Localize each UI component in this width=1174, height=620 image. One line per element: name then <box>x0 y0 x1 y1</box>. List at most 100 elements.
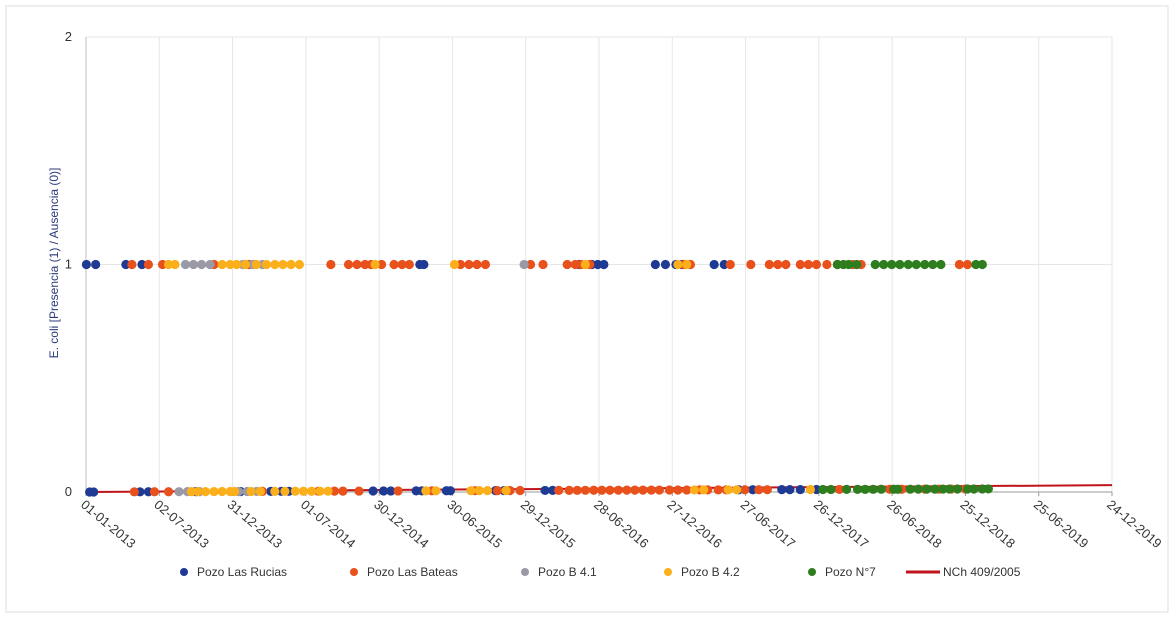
data-point <box>480 259 491 270</box>
legend-label: Pozo B 4.1 <box>538 565 597 579</box>
data-point <box>188 259 199 270</box>
series-2 <box>127 259 973 497</box>
data-point <box>664 485 675 495</box>
legend: Pozo Las Rucias Pozo Las Bateas Pozo B 4.1… <box>180 565 1021 579</box>
data-point <box>572 485 582 495</box>
x-tick-label: 30-06-2015 <box>445 497 506 551</box>
data-point <box>323 486 333 496</box>
data-point <box>930 484 940 494</box>
data-point <box>893 484 903 494</box>
data-point <box>613 485 623 495</box>
legend-marker <box>521 568 529 576</box>
data-point <box>777 485 787 495</box>
data-point <box>811 259 822 270</box>
data-point <box>599 259 609 270</box>
x-tick-label: 02-07-2013 <box>151 497 212 551</box>
data-point <box>255 486 265 497</box>
data-point <box>673 485 683 495</box>
data-point <box>879 259 889 270</box>
data-point <box>834 484 844 495</box>
data-point <box>389 259 399 270</box>
data-point <box>352 259 362 270</box>
data-point <box>713 485 723 495</box>
data-point <box>818 484 828 495</box>
chart-frame <box>5 5 1169 613</box>
y-tick-label: 2 <box>65 29 72 44</box>
data-point <box>515 485 525 496</box>
data-point <box>870 259 880 270</box>
data-point <box>785 484 795 495</box>
data-point <box>225 259 235 270</box>
data-point <box>673 259 683 270</box>
data-point <box>781 259 791 270</box>
data-point <box>200 486 211 497</box>
data-point <box>464 259 474 270</box>
legend-label: Pozo Las Rucias <box>197 565 287 579</box>
data-point <box>386 486 396 496</box>
data-point <box>251 259 261 270</box>
data-point <box>580 259 590 270</box>
data-point <box>419 259 429 270</box>
data-point <box>466 486 476 496</box>
data-point <box>404 259 414 270</box>
x-tick-label: 26-06-2018 <box>884 497 945 551</box>
data-point <box>954 259 964 270</box>
data-point <box>754 485 764 495</box>
data-point <box>699 485 709 495</box>
data-point <box>773 259 783 270</box>
data-point <box>887 259 897 270</box>
data-point <box>240 259 251 270</box>
data-point <box>903 259 913 270</box>
legend-marker <box>808 568 816 576</box>
data-point <box>740 485 750 495</box>
data-point <box>137 259 147 270</box>
legend-item: Pozo Las Bateas <box>350 565 458 579</box>
data-point <box>936 259 946 270</box>
y-axis-title: E. coli [Presencia (1) / Ausencia (0)] <box>47 168 61 359</box>
data-point <box>174 487 184 497</box>
data-point <box>492 485 503 496</box>
data-point <box>290 486 300 496</box>
data-point <box>163 259 174 270</box>
data-point <box>261 259 271 270</box>
legend-item: Pozo B 4.1 <box>521 565 597 579</box>
data-point <box>482 486 493 496</box>
data-point <box>294 259 305 270</box>
data-point <box>445 486 456 496</box>
data-point <box>368 486 378 496</box>
data-point <box>689 485 700 495</box>
data-point <box>129 487 139 497</box>
legend-label: NCh 409/2005 <box>943 565 1021 579</box>
data-point <box>622 485 632 495</box>
data-point <box>938 484 948 494</box>
data-point <box>905 484 915 494</box>
data-point <box>474 486 485 496</box>
data-point <box>962 259 973 270</box>
x-tick-label: 26-12-2017 <box>811 497 872 551</box>
data-point <box>803 259 813 270</box>
data-point <box>554 485 564 495</box>
data-point <box>605 485 615 495</box>
data-point <box>421 486 431 496</box>
x-tick-label: 27-12-2016 <box>664 497 725 551</box>
points-layer <box>81 259 993 497</box>
data-point <box>229 486 240 497</box>
x-tick-label: 25-12-2018 <box>958 497 1019 551</box>
data-point <box>217 486 227 497</box>
data-point <box>449 259 460 270</box>
data-point <box>983 484 993 494</box>
data-point <box>192 487 203 497</box>
data-point <box>127 259 137 270</box>
data-point <box>278 259 288 270</box>
data-point <box>217 259 227 270</box>
data-point <box>725 259 735 270</box>
x-tick-label: 01-07-2014 <box>298 497 359 551</box>
data-point <box>944 484 954 494</box>
data-point <box>298 486 309 496</box>
data-point <box>280 486 290 496</box>
axis-layer: 0 1 2 01-01-2013 02-07-2013 31-12-2013 01-07-2… <box>65 29 1165 551</box>
data-point <box>844 259 854 270</box>
data-point <box>393 486 403 496</box>
y-tick-label: 1 <box>65 257 72 272</box>
series-4 <box>163 259 849 497</box>
